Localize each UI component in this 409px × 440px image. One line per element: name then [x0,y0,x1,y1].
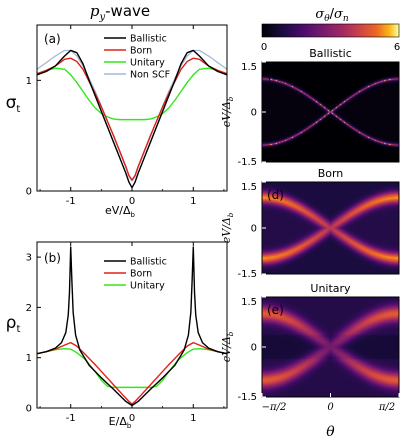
x-tick-label: -1 [66,196,76,207]
y-tick-label: -1.5 [237,269,257,280]
x-tick-label: 1 [190,413,196,424]
y-tick-label: 1.5 [241,297,257,308]
y-tick-label: 0 [251,224,257,235]
y-tick-label: 0 [251,343,257,354]
series-line-unitary [37,67,227,121]
y-tick-label: 0 [251,108,257,119]
x-axis-label: θ [326,424,335,440]
heatmap-title: Born [318,167,344,180]
legend-label-unitary: Unitary [130,58,165,69]
legend-label-born: Born [130,46,152,57]
y-tick-label: 1.5 [241,182,257,193]
series-line-born [37,57,227,181]
y-axis-label: eV/Δb [220,331,235,362]
x-tick-label: -1 [66,413,76,424]
legend-label-born: Born [130,269,152,280]
colorbar-max-label: 6 [394,42,400,53]
x-tick-label: −π/2 [262,402,287,413]
series-line-born [37,341,227,405]
heatmap-title: Ballistic [309,47,352,60]
y-tick-label: -1.5 [237,157,257,168]
panel-label: (a) [44,32,61,46]
y-axis-label: eV/Δb [220,96,235,127]
x-tick-label: 0 [327,402,334,413]
heatmap-title: Unitary [310,282,351,295]
y-axis-label: eV/Δb [220,212,235,243]
panel-a: -1 0 1 0 1 (a) σt eV/Δb BallisticBornUnitaryNon … [6,24,228,219]
y-tick-label: 2 [26,303,32,314]
panel-e: Unitary (e) 1.5 0 -1.5 eV/Δb −π/2 0 π/2 θ [220,282,400,440]
figure-title: py-wave [90,2,150,23]
y-tick-label: -1.5 [237,392,257,403]
series-line-nonscf [37,49,227,182]
y-tick-label: 1 [26,353,32,364]
colorbar-gradient [261,23,400,38]
y-axis-label: ρt [6,313,21,335]
heatmap-image [262,182,399,274]
x-tick-label: π/2 [378,402,395,413]
panel-label: (d) [267,188,284,202]
y-axis-label: σt [6,93,21,115]
figure-title-suffix: -wave [105,2,150,20]
y-tick-label: 1 [26,76,32,87]
colorbar-min-label: 0 [261,42,267,53]
legend-label-nonscf: Non SCF [130,70,170,81]
y-tick-label: 3 [26,253,32,264]
x-tick-label: 0 [129,413,135,424]
x-tick-label: 1 [190,196,196,207]
heatmap-image [262,297,399,397]
legend-label-unitary: Unitary [130,281,165,292]
panel-d: Born (d) 1.5 0 -1.5 eV/Δb [220,167,400,280]
heatmap-image [262,62,399,162]
y-tick-label: 0 [26,404,32,415]
y-tick-label: 1.5 [241,62,257,73]
x-axis-label: E/Δb [109,415,132,430]
panel-label: (e) [267,303,284,317]
figure-title-sub: y [98,12,105,23]
y-tick-label: 0 [26,187,32,198]
panel-c: Ballistic (c) 1.5 0 -1.5 eV/Δb [220,47,400,168]
series-line-unitary [37,347,227,389]
panel-label: (b) [44,251,61,265]
panel-label: (c) [267,68,283,82]
x-tick-label: 0 [129,196,135,207]
legend-label-ballistic: Ballistic [130,257,167,268]
x-axis-label: eV/Δb [105,204,136,219]
colorbar: σθ/σn 0 6 [261,7,400,53]
legend-label-ballistic: Ballistic [130,34,167,45]
figure-title-p: p [90,2,100,20]
colorbar-label: σθ/σn [315,7,349,24]
